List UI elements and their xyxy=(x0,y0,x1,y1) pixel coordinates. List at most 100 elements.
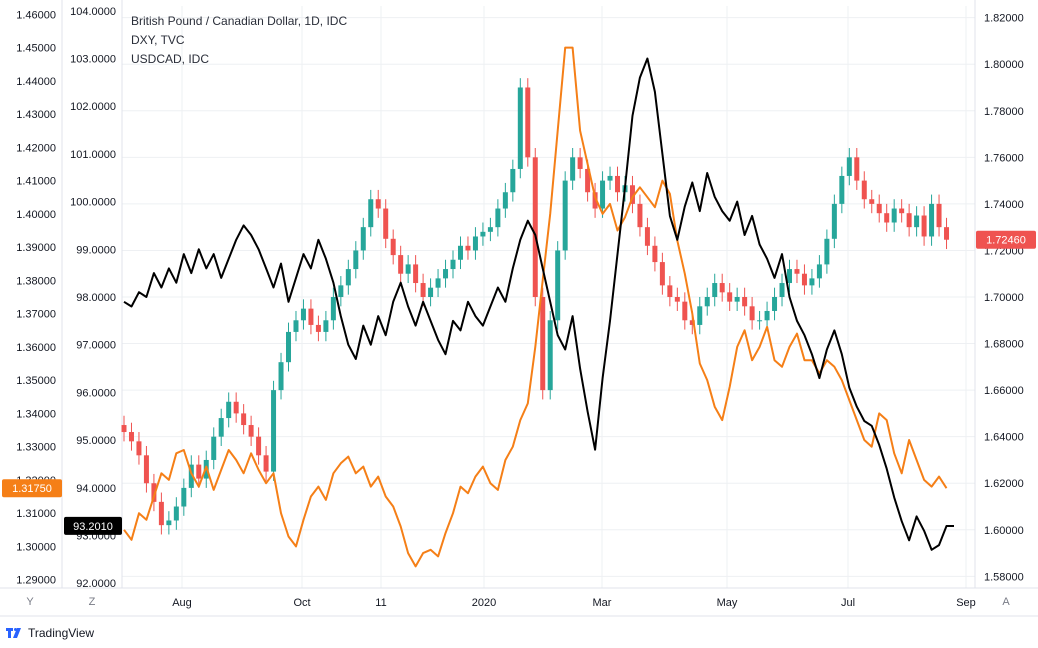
usdcad-last-value-label: 1.31750 xyxy=(12,483,52,495)
gbpcad-candle-body xyxy=(891,208,897,223)
gbpcad-candle-body xyxy=(525,87,531,158)
gbpcad-candle-body xyxy=(674,297,680,302)
usdcad-axis-tick-label: 1.42000 xyxy=(16,142,56,154)
gbpcad-candle-body xyxy=(704,297,710,307)
chart-legend: British Pound / Canadian Dollar, 1D, IDC… xyxy=(131,12,347,69)
gbpcad-candle-body xyxy=(577,157,583,169)
gbpcad-candle-body xyxy=(757,320,763,322)
gbpcad-candle-body xyxy=(405,264,411,274)
gbpcad-candle-body xyxy=(338,285,344,297)
dxy-axis-tick-label: 97.0000 xyxy=(76,340,116,352)
gbpcad-axis-tick-label: 1.68000 xyxy=(984,339,1024,351)
gbpcad-candle-body xyxy=(300,308,306,321)
gbpcad-candle-body xyxy=(659,262,665,286)
gbpcad-candle-body xyxy=(480,231,486,237)
axis-log-button[interactable]: Y xyxy=(26,596,34,608)
gbpcad-axis-tick-label: 1.78000 xyxy=(984,106,1024,118)
gbpcad-candle-body xyxy=(278,362,284,391)
usdcad-axis-tick-label: 1.38000 xyxy=(16,275,56,287)
gbpcad-candle-body xyxy=(607,175,613,181)
gbpcad-candle-body xyxy=(801,273,807,286)
gbpcad-candle-body xyxy=(241,413,247,426)
usdcad-last-value-badge xyxy=(2,479,62,498)
gbpcad-candle-body xyxy=(413,264,419,284)
dxy-axis-tick-label: 101.0000 xyxy=(70,149,116,161)
gbpcad-candle-body xyxy=(368,199,374,228)
gbpcad-candle-body xyxy=(256,436,262,456)
gbpcad-candle-body xyxy=(353,250,359,270)
gbpcad-candle-body xyxy=(824,238,830,265)
gbpcad-candle-body xyxy=(218,418,224,437)
axis-percent-button[interactable]: Z xyxy=(89,596,96,608)
axis-auto-button[interactable]: A xyxy=(1002,596,1010,608)
gbpcad-candle-body xyxy=(734,297,740,302)
gbpcad-candle-body xyxy=(315,324,321,332)
usdcad-axis-tick-label: 1.33000 xyxy=(16,442,56,454)
gbpcad-candle-body xyxy=(136,441,142,456)
gbpcad-candle-body xyxy=(517,87,523,169)
gbpcad-candle-body xyxy=(233,401,239,414)
gbpcad-candle-body xyxy=(772,297,778,311)
gbpcad-candle-body xyxy=(263,455,269,472)
gbpcad-axis-tick-label: 1.60000 xyxy=(984,525,1024,537)
gbpcad-candle-body xyxy=(846,157,852,176)
gbpcad-candle-body xyxy=(816,264,822,279)
gbpcad-candle-body xyxy=(629,185,635,204)
gbpcad-axis-tick-label: 1.74000 xyxy=(984,199,1024,211)
gbpcad-candle-body xyxy=(839,175,845,204)
gbpcad-candle-body xyxy=(188,464,194,488)
gbpcad-candle-body xyxy=(936,203,942,228)
legend-series-dxy: DXY, TVC xyxy=(131,33,185,47)
gbpcad-axis-tick-label: 1.66000 xyxy=(984,385,1024,397)
gbpcad-candle-body xyxy=(428,287,434,297)
dxy-last-value-label: 93.2010 xyxy=(73,521,113,533)
usdcad-axis-tick-label: 1.35000 xyxy=(16,375,56,387)
usdcad-axis-tick-label: 1.41000 xyxy=(16,176,56,188)
usdcad-axis-tick-label: 1.46000 xyxy=(16,9,56,21)
dxy-series-line xyxy=(123,57,954,551)
gbpcad-candle-body xyxy=(592,192,598,209)
gbpcad-candle-body xyxy=(727,292,733,302)
dxy-axis-tick-label: 96.0000 xyxy=(76,387,116,399)
gbpcad-candle-body xyxy=(308,308,314,325)
time-axis-tick-label: 2020 xyxy=(472,597,496,609)
legend-title: British Pound / Canadian Dollar, 1D, IDC xyxy=(131,14,348,28)
gbpcad-candle-body xyxy=(570,157,576,181)
usdcad-axis-tick-label: 1.45000 xyxy=(16,43,56,55)
gbpcad-axis-tick-label: 1.58000 xyxy=(984,571,1024,583)
gbpcad-candle-body xyxy=(906,213,912,228)
gbpcad-candle-body xyxy=(547,320,553,391)
gbpcad-candle-body xyxy=(502,192,508,209)
gbpcad-candle-body xyxy=(712,283,718,297)
dxy-axis-tick-label: 94.0000 xyxy=(76,483,116,495)
usdcad-axis-tick-label: 1.31000 xyxy=(16,508,56,520)
gbpcad-candle-body xyxy=(615,175,621,193)
time-axis-tick-label: Sep xyxy=(956,597,976,609)
gbpcad-candle-body xyxy=(944,227,950,240)
gbpcad-candle-body xyxy=(794,269,800,274)
gbpcad-candle-body xyxy=(869,199,875,204)
gbpcad-candle-body xyxy=(921,215,927,237)
usdcad-axis-tick-label: 1.37000 xyxy=(16,309,56,321)
gbpcad-candle-body xyxy=(181,487,187,507)
gbpcad-candle-body xyxy=(585,168,591,193)
gbpcad-candle-body xyxy=(390,238,396,256)
gbpcad-candle-body xyxy=(443,269,449,279)
gbpcad-candle-body xyxy=(697,306,703,325)
gbpcad-candle-body xyxy=(286,331,292,363)
gbpcad-candle-body xyxy=(719,283,725,293)
time-axis-tick-label: 11 xyxy=(375,597,386,609)
dxy-axis-tick-label: 98.0000 xyxy=(76,292,116,304)
gbpcad-candle-body xyxy=(158,501,164,526)
gbpcad-candle-body xyxy=(644,227,650,246)
gbpcad-candle-body xyxy=(173,506,179,521)
gbpcad-axis-tick-label: 1.64000 xyxy=(984,432,1024,444)
gbpcad-candle-body xyxy=(398,255,404,274)
usdcad-series-line xyxy=(123,46,948,568)
gbpcad-axis-tick-label: 1.82000 xyxy=(984,13,1024,25)
gbpcad-candle-body xyxy=(914,215,920,228)
gbpcad-candle-body xyxy=(226,401,232,419)
gbpcad-last-value-badge xyxy=(976,230,1036,249)
